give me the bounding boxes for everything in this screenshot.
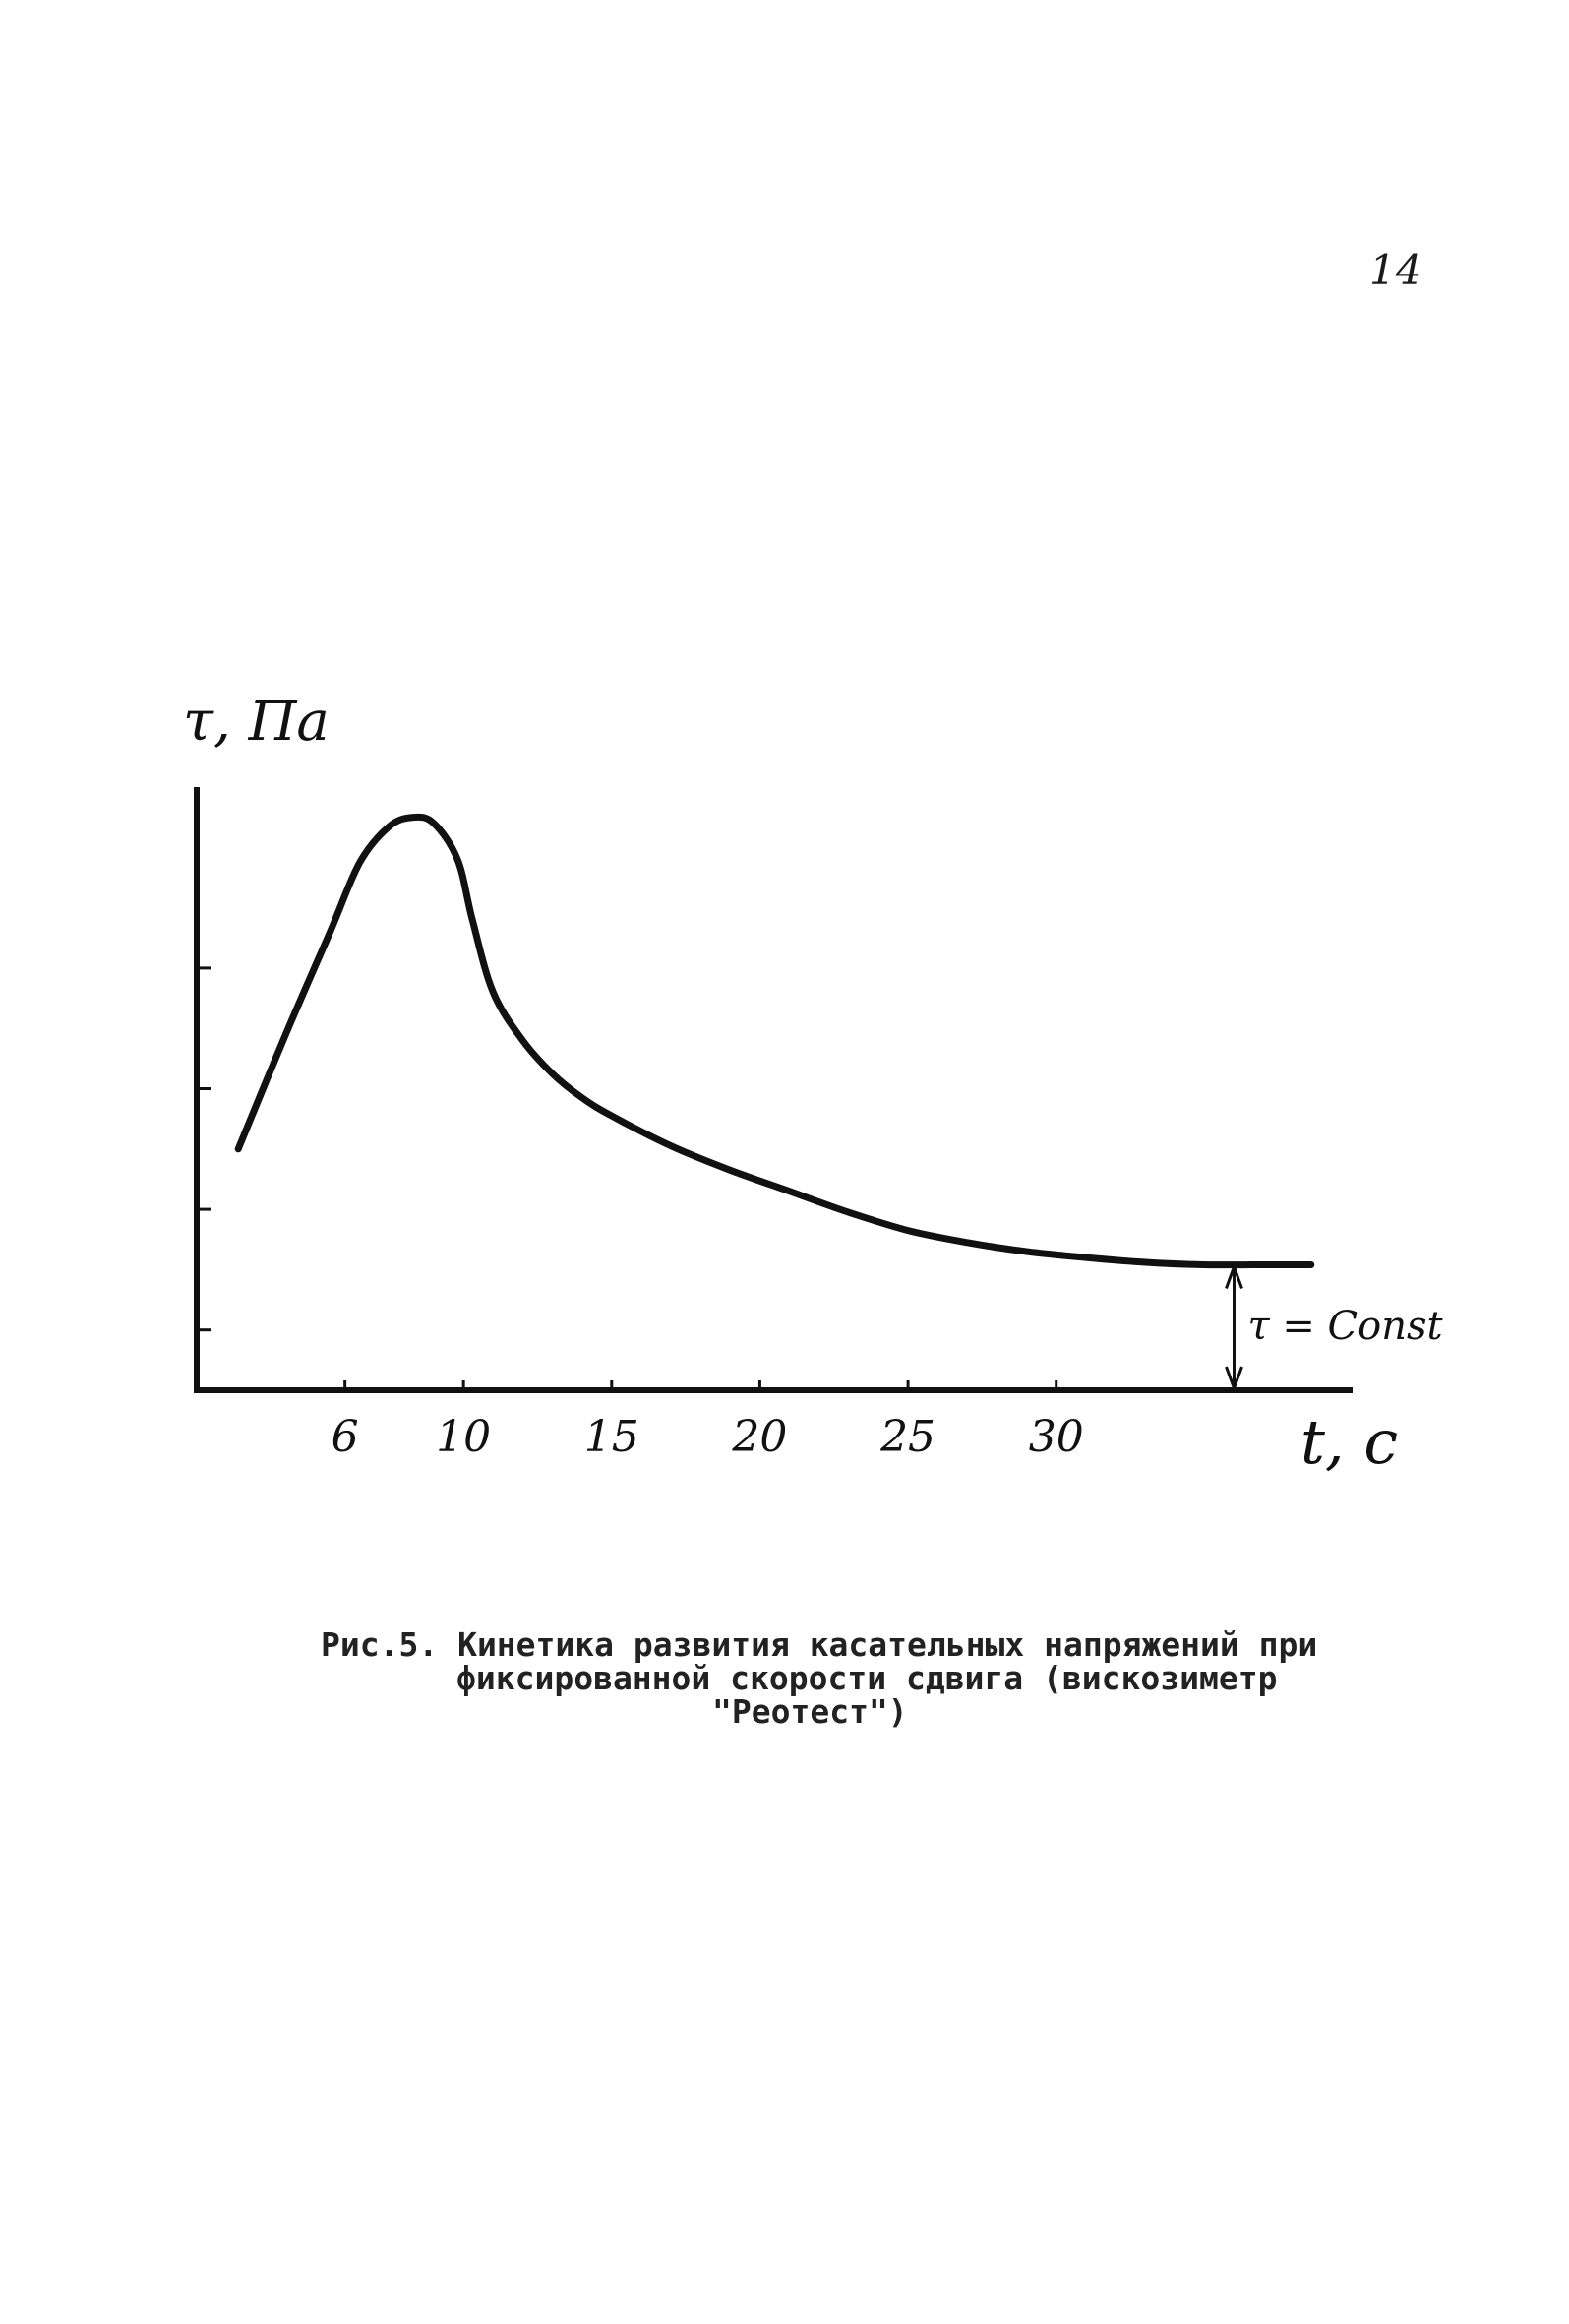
caption-line-2: фиксированной скорости сдвига (вискозиме… (456, 1659, 1278, 1697)
x-ticks: 6 10 15 20 25 30 (332, 1380, 1084, 1462)
x-axis-label: t, c (1300, 1406, 1398, 1478)
x-tick-label: 15 (584, 1412, 639, 1462)
page-number: 14 (1369, 246, 1422, 294)
x-tick-label: 30 (1029, 1412, 1084, 1462)
annotation-arrowhead-down (1225, 1366, 1243, 1393)
chart-axes (194, 787, 1353, 1393)
y-ticks (197, 966, 211, 1332)
x-tick-label: 10 (436, 1412, 491, 1462)
x-tick-label: 6 (332, 1412, 359, 1462)
caption-line-3: "Реотест") (712, 1692, 908, 1731)
x-tick-label: 25 (879, 1412, 935, 1462)
series-line (234, 813, 1315, 1269)
y-axis-label: τ, Па (183, 690, 330, 754)
annotation-label: τ = Const (1247, 1304, 1443, 1349)
figure-caption: Рис.5. Кинетика развития касательных нап… (295, 1628, 1338, 1729)
caption-line-1: Рис.5. Кинетика развития касательных нап… (321, 1625, 1318, 1664)
stress-time-chart: 6 10 15 20 25 30 τ = Const τ, Па t, c (183, 690, 1444, 1478)
tau-const-annotation: τ = Const (1225, 1262, 1444, 1393)
annotation-arrowhead-up (1225, 1262, 1243, 1290)
x-tick-label: 20 (731, 1412, 787, 1462)
